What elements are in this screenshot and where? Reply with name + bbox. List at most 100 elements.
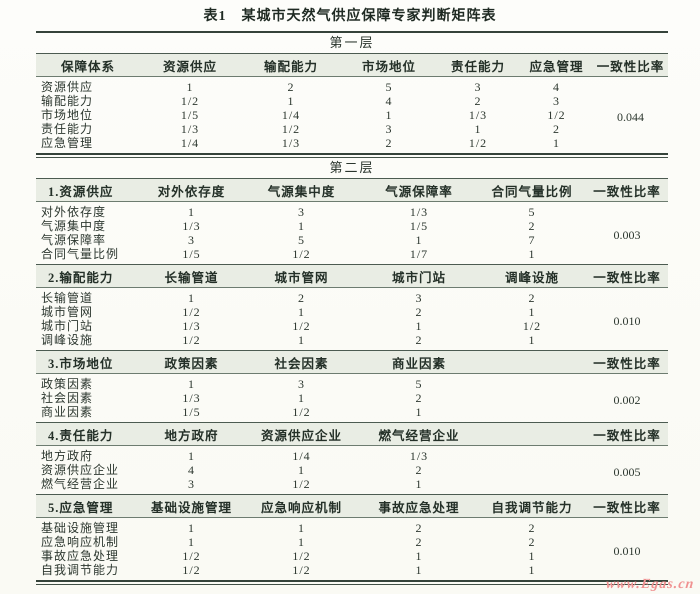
matrix-row: 自我调节能力 1/2 1/2 1 1 xyxy=(36,563,668,580)
column-header: 4.责任能力 xyxy=(36,422,140,446)
matrix-value: 1 xyxy=(298,463,305,477)
matrix-header-row: 1.资源供应 对外依存度 气源集中度 气源保障率 合同气量比例 一致性比率 xyxy=(36,178,668,202)
matrix-header-row: 4.责任能力 地方政府 资源供应企业 燃气经营企业 一致性比率 xyxy=(36,422,668,446)
matrix-value: 3 xyxy=(298,205,305,219)
matrix-value xyxy=(478,374,586,392)
row-label: 对外依存度 xyxy=(41,205,107,219)
matrix-value: 1/2 xyxy=(182,549,201,563)
matrix-value: 2 xyxy=(415,333,423,347)
matrix-value: 1 xyxy=(298,391,305,405)
matrix-value: 1/2 xyxy=(182,305,201,319)
matrix-row: 长输管道 1 2 3 2 0.010 xyxy=(36,288,668,327)
column-header: 社会因素 xyxy=(243,350,360,374)
matrix-row: 责任能力 1/3 1/2 3 1 2 xyxy=(36,122,668,136)
column-header: 自我调节能力 xyxy=(478,494,586,518)
matrix-value: 4 xyxy=(553,80,560,94)
matrix-value: 1 xyxy=(385,108,393,122)
layer1-matrix-container: 保障体系 资源供应 输配能力 市场地位 责任能力 应急管理 一致性比率 资源供应 1 2 5 3 4 0.… xyxy=(36,53,668,153)
layer2-section-matrix-1: 1.资源供应 对外依存度 气源集中度 气源保障率 合同气量比例 一致性比率 对外依存度 1 3 1… xyxy=(36,178,668,264)
matrix-value: 1/4 xyxy=(180,136,200,150)
watermark: www.Egas.cn xyxy=(604,577,695,592)
matrix-value: 1/5 xyxy=(182,405,201,419)
matrix-value: 1 xyxy=(415,233,423,247)
matrix-row: 燃气经营企业 3 1/2 1 xyxy=(36,477,668,494)
column-header: 一致性比率 xyxy=(586,178,668,202)
matrix-row: 社会因素 1/3 1 2 xyxy=(36,391,668,405)
matrix-value: 1/5 xyxy=(180,108,200,122)
matrix-row: 城市门站 1/3 1/2 1 1/2 xyxy=(36,319,668,333)
column-header: 一致性比率 xyxy=(586,264,668,288)
table-title: 表1 某城市天然气供应保障专家判断矩阵表 xyxy=(203,9,497,24)
matrix-row: 商业因素 1/5 1/2 1 xyxy=(36,405,668,422)
matrix-value: 5 xyxy=(385,80,393,94)
matrix-value: 2 xyxy=(474,94,482,108)
matrix-value: 2 xyxy=(415,391,423,405)
column-header: 资源供应 xyxy=(140,53,240,77)
matrix-value: 1/5 xyxy=(182,247,201,261)
matrix-row: 应急响应机制 1 1 2 2 xyxy=(36,535,668,549)
column-header: 责任能力 xyxy=(436,53,520,77)
consistency-ratio-value: 0.044 xyxy=(617,109,644,124)
matrix-value: 1/4 xyxy=(281,108,301,122)
layer2-section-matrix-3: 3.市场地位 政策因素 社会因素 商业因素 一致性比率 政策因素 1 3 5 0.002 社会因素 1… xyxy=(36,350,668,422)
matrix-row: 应急管理 1/4 1/3 2 1/2 1 xyxy=(36,136,668,153)
matrix-value: 1/2 xyxy=(292,405,311,419)
matrix-value: 1 xyxy=(188,377,195,391)
bottom-rule xyxy=(36,580,668,585)
matrix-row: 地方政府 1 1/4 1/3 0.005 xyxy=(36,446,668,478)
matrix-value: 1/5 xyxy=(409,219,429,233)
matrix-header-row: 3.市场地位 政策因素 社会因素 商业因素 一致性比率 xyxy=(36,350,668,374)
matrix-value: 2 xyxy=(528,291,536,305)
matrix-value: 2 xyxy=(415,521,423,535)
matrix-value: 1 xyxy=(298,535,305,549)
consistency-ratio-value: 0.003 xyxy=(613,227,641,242)
matrix-row: 市场地位 1/5 1/4 1 1/3 1/2 xyxy=(36,108,668,122)
matrix-value xyxy=(478,391,586,405)
matrix-value: 1/4 xyxy=(292,449,311,463)
matrix-value: 3 xyxy=(474,80,482,94)
layer2-section-matrix-2: 2.输配能力 长输管道 城市管网 城市门站 调峰设施 一致性比率 长输管道 1 2 3 2 0.010… xyxy=(36,264,668,350)
matrix-value: 1/7 xyxy=(409,247,429,261)
consistency-ratio-value: 0.010 xyxy=(613,313,641,328)
matrix-value xyxy=(478,477,586,494)
column-header: 城市门站 xyxy=(360,264,478,288)
matrix-value: 1 xyxy=(188,449,195,463)
matrix-row: 对外依存度 1 3 1/3 5 0.003 xyxy=(36,202,668,241)
row-label: 社会因素 xyxy=(41,391,94,405)
matrix-row: 政策因素 1 3 5 0.002 xyxy=(36,374,668,406)
matrix-value: 2 xyxy=(415,535,423,549)
matrix-value: 1/2 xyxy=(182,333,201,347)
row-label: 气源保障率 xyxy=(41,233,107,247)
matrix-row: 调峰设施 1/2 1 2 1 xyxy=(36,333,668,350)
matrix-value: 2 xyxy=(415,463,423,477)
matrix-value: 2 xyxy=(528,535,536,549)
matrix-value: 1/2 xyxy=(547,108,566,122)
matrix-value: 1/2 xyxy=(292,549,311,563)
layer2-section-matrix-4: 4.责任能力 地方政府 资源供应企业 燃气经营企业 一致性比率 地方政府 1 1/4 1/3 0.… xyxy=(36,422,668,494)
matrix-value: 4 xyxy=(385,94,393,108)
matrix-value: 1/3 xyxy=(281,136,301,150)
matrix-value: 1 xyxy=(287,94,295,108)
matrix-value: 1 xyxy=(415,563,423,577)
column-header: 燃气经营企业 xyxy=(360,422,478,446)
matrix-value: 3 xyxy=(188,233,195,247)
column-header: 长输管道 xyxy=(140,264,243,288)
matrix-row: 气源集中度 1/3 1 1/5 2 xyxy=(36,219,668,233)
matrix-value: 1 xyxy=(186,80,194,94)
matrix-value: 1/2 xyxy=(182,563,201,577)
matrix-value: 1/2 xyxy=(522,319,542,333)
matrix-row: 城市管网 1/2 1 2 1 xyxy=(36,305,668,319)
matrix-value: 3 xyxy=(385,122,393,136)
matrix-value: 1/2 xyxy=(292,247,311,261)
column-header: 3.市场地位 xyxy=(36,350,140,374)
matrix-value: 1 xyxy=(474,122,482,136)
column-header: 2.输配能力 xyxy=(36,264,140,288)
matrix-value: 2 xyxy=(385,136,393,150)
matrix-value: 3 xyxy=(415,291,423,305)
matrix-row: 合同气量比例 1/5 1/2 1/7 1 xyxy=(36,247,668,264)
row-label: 责任能力 xyxy=(41,122,94,136)
layer1-judgment-matrix: 保障体系 资源供应 输配能力 市场地位 责任能力 应急管理 一致性比率 资源供应 1 2 5 3 4 0.… xyxy=(36,53,668,153)
matrix-value: 1/3 xyxy=(182,391,201,405)
row-label: 调峰设施 xyxy=(41,333,94,347)
matrix-value: 1/2 xyxy=(180,94,200,108)
